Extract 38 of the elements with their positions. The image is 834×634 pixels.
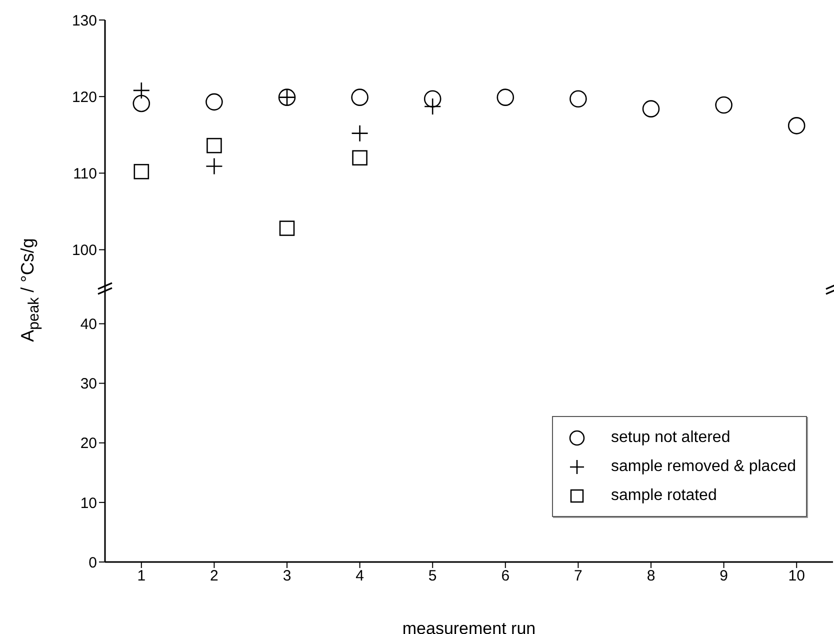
y-tick-label: 20 [80,435,97,452]
x-tick-label: 10 [788,568,805,585]
x-tick-label: 7 [574,568,582,585]
point [134,164,150,180]
y-tick-label: 30 [80,376,97,393]
y-tick-label: 110 [73,165,97,182]
point [424,90,442,108]
point [352,150,368,166]
point [570,90,587,108]
x-tick-label: 5 [428,568,437,585]
point [496,88,514,106]
point [132,94,150,112]
x-tick-label: 9 [720,568,728,585]
point [279,220,295,236]
point [351,88,368,106]
x-axis-title: measurement run [402,619,536,634]
x-tick-label: 3 [282,568,292,585]
y-tick-label: 0 [88,554,97,572]
point [206,138,222,154]
y-tick-label: 10 [80,494,97,512]
legend-label: sample removed & placed [611,457,796,477]
point [642,100,660,118]
x-tick-label: 1 [137,568,146,585]
y-tick-label: 130 [72,12,97,30]
point [424,98,442,116]
point [788,117,806,134]
x-tick-label: 2 [210,568,218,585]
x-tick-label: 6 [501,568,510,585]
point [715,96,732,114]
point [206,93,223,111]
legend-label: setup not altered [611,428,730,448]
x-tick-label: 8 [646,568,656,585]
point [132,82,150,100]
x-tick-label: 4 [356,568,364,585]
y-tick-label: 120 [72,88,97,106]
y-tick-label: 100 [72,242,97,260]
y-tick-label: 40 [80,316,97,334]
legend-label: sample rotated [611,486,717,506]
